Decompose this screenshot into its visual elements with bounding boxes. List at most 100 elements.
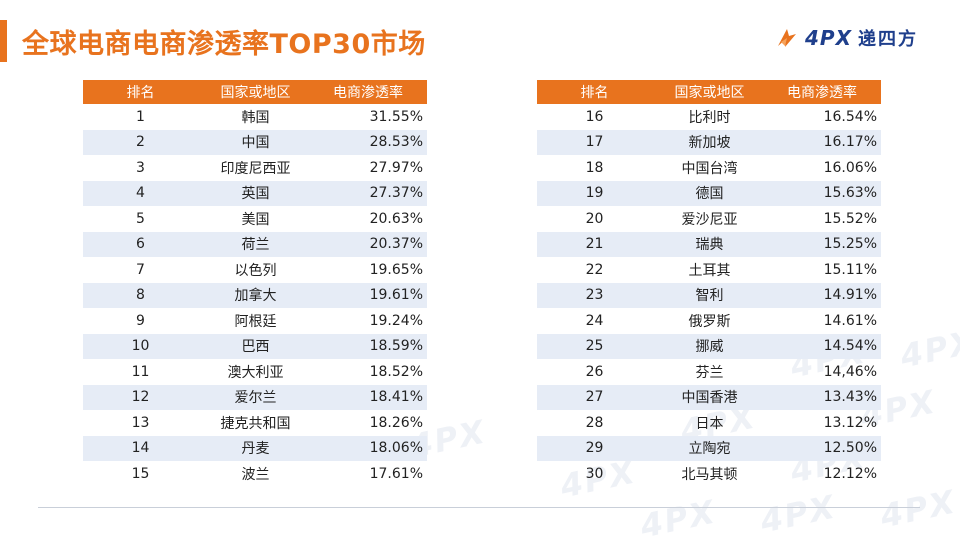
table-row: 17 新加坡 16.17%: [537, 129, 881, 155]
cell-rank: 12: [83, 384, 198, 410]
cell-country: 挪威: [652, 333, 767, 359]
cell-country: 印度尼西亚: [220, 160, 291, 177]
cell-rank: 11: [131, 363, 150, 380]
cell-rate: 14.54%: [767, 333, 881, 359]
logo-mark-icon: [778, 29, 796, 47]
cell-country: 爱尔兰: [198, 384, 313, 410]
table-row: 29 立陶宛 12.50%: [537, 435, 881, 461]
cell-country: 土耳其: [688, 262, 731, 279]
cell-rank: 13: [131, 414, 150, 431]
cell-country: 加拿大: [198, 282, 313, 308]
cell-rank: 21: [537, 231, 652, 257]
table-row: 2 中国 28.53%: [83, 129, 427, 155]
header-rate: 电商渗透率: [767, 80, 881, 104]
cell-rank: 9: [136, 312, 145, 329]
ranking-table-left: 排名 国家或地区 电商渗透率 1 韩国 31.55% 2 中国 28.53% 3 印度尼西亚 2…: [83, 80, 427, 487]
cell-rate: 17.61%: [369, 465, 423, 482]
cell-rate: 15.11%: [823, 261, 877, 278]
table-row: 20 爱沙尼亚 15.52%: [537, 206, 881, 232]
cell-rank: 28: [585, 414, 604, 431]
cell-country: 北马其顿: [681, 466, 738, 483]
table-row: 23 智利 14.91%: [537, 282, 881, 308]
cell-rank: 24: [585, 312, 604, 329]
cell-rate: 27.97%: [369, 159, 423, 176]
table-row: 18 中国台湾 16.06%: [537, 155, 881, 181]
cell-rank: 19: [537, 180, 652, 206]
watermark: 4PX: [756, 487, 840, 541]
cell-rank: 18: [585, 159, 604, 176]
cell-rank: 10: [83, 333, 198, 359]
cell-rate: 20.63%: [369, 210, 423, 227]
watermark: 4PX: [896, 322, 960, 376]
cell-rate: 31.55%: [369, 108, 423, 125]
brand-logo: 4PX 递四方: [775, 25, 918, 51]
table-row: 10 巴西 18.59%: [83, 333, 427, 359]
cell-rate: 19.61%: [313, 282, 427, 308]
cell-country: 中国台湾: [681, 160, 738, 177]
cell-country: 以色列: [234, 262, 277, 279]
cell-rank: 17: [537, 129, 652, 155]
cell-rank: 23: [537, 282, 652, 308]
table-row: 13 捷克共和国 18.26%: [83, 410, 427, 436]
cell-country: 波兰: [241, 466, 270, 483]
table-row: 6 荷兰 20.37%: [83, 231, 427, 257]
table-row: 12 爱尔兰 18.41%: [83, 384, 427, 410]
cell-country: 日本: [695, 415, 724, 432]
watermark: 4PX: [876, 482, 960, 536]
cell-rate: 18.06%: [313, 435, 427, 461]
cell-rate: 16.17%: [767, 129, 881, 155]
cell-country: 美国: [241, 211, 270, 228]
cell-rank: 25: [537, 333, 652, 359]
table-row: 27 中国香港 13.43%: [537, 384, 881, 410]
table-row: 4 英国 27.37%: [83, 180, 427, 206]
cell-country: 捷克共和国: [220, 415, 291, 432]
cell-rank: 30: [585, 465, 604, 482]
table-row: 1 韩国 31.55%: [83, 104, 427, 130]
cell-rate: 13.43%: [767, 384, 881, 410]
cell-rate: 16.06%: [823, 159, 877, 176]
page-title: 全球电商电商渗透率TOP30市场: [22, 29, 426, 60]
cell-country: 荷兰: [198, 231, 313, 257]
ranking-table-right: 排名 国家或地区 电商渗透率 16 比利时 16.54% 17 新加坡 16.17% 18 中…: [537, 80, 881, 487]
title-accent-bar: [0, 20, 7, 62]
table-row: 26 芬兰 14,46%: [537, 359, 881, 385]
cell-country: 阿根廷: [234, 313, 277, 330]
cell-country: 英国: [198, 180, 313, 206]
cell-country: 智利: [652, 282, 767, 308]
header-rate: 电商渗透率: [313, 80, 427, 104]
header-rank: 排名: [537, 80, 652, 104]
table-row: 8 加拿大 19.61%: [83, 282, 427, 308]
cell-country: 俄罗斯: [688, 313, 731, 330]
cell-rate: 14.91%: [767, 282, 881, 308]
cell-rank: 6: [83, 231, 198, 257]
cell-rate: 19.24%: [369, 312, 423, 329]
cell-rate: 12.50%: [767, 435, 881, 461]
table-row: 3 印度尼西亚 27.97%: [83, 155, 427, 181]
cell-country: 立陶宛: [652, 435, 767, 461]
table-row: 9 阿根廷 19.24%: [83, 308, 427, 334]
cell-rank: 4: [83, 180, 198, 206]
cell-country: 澳大利亚: [227, 364, 284, 381]
cell-rank: 5: [136, 210, 145, 227]
header-rank: 排名: [83, 80, 198, 104]
table-row: 11 澳大利亚 18.52%: [83, 359, 427, 385]
cell-country: 中国: [198, 129, 313, 155]
cell-rate: 20.37%: [313, 231, 427, 257]
logo-cn-text: 递四方: [858, 29, 918, 50]
cell-rate: 15.52%: [823, 210, 877, 227]
table-row: 15 波兰 17.61%: [83, 461, 427, 487]
table-row: 21 瑞典 15.25%: [537, 231, 881, 257]
cell-country: 丹麦: [198, 435, 313, 461]
cell-rate: 16.54%: [823, 108, 877, 125]
cell-country: 爱沙尼亚: [681, 211, 738, 228]
cell-rank: 16: [585, 108, 604, 125]
watermark: 4PX: [636, 492, 720, 546]
cell-rate: 18.26%: [369, 414, 423, 431]
footer-divider: [38, 507, 920, 508]
table-row: 16 比利时 16.54%: [537, 104, 881, 130]
table-row: 22 土耳其 15.11%: [537, 257, 881, 283]
cell-rank: 14: [83, 435, 198, 461]
table-row: 25 挪威 14.54%: [537, 333, 881, 359]
table-row: 30 北马其顿 12.12%: [537, 461, 881, 487]
cell-rate: 18.41%: [313, 384, 427, 410]
